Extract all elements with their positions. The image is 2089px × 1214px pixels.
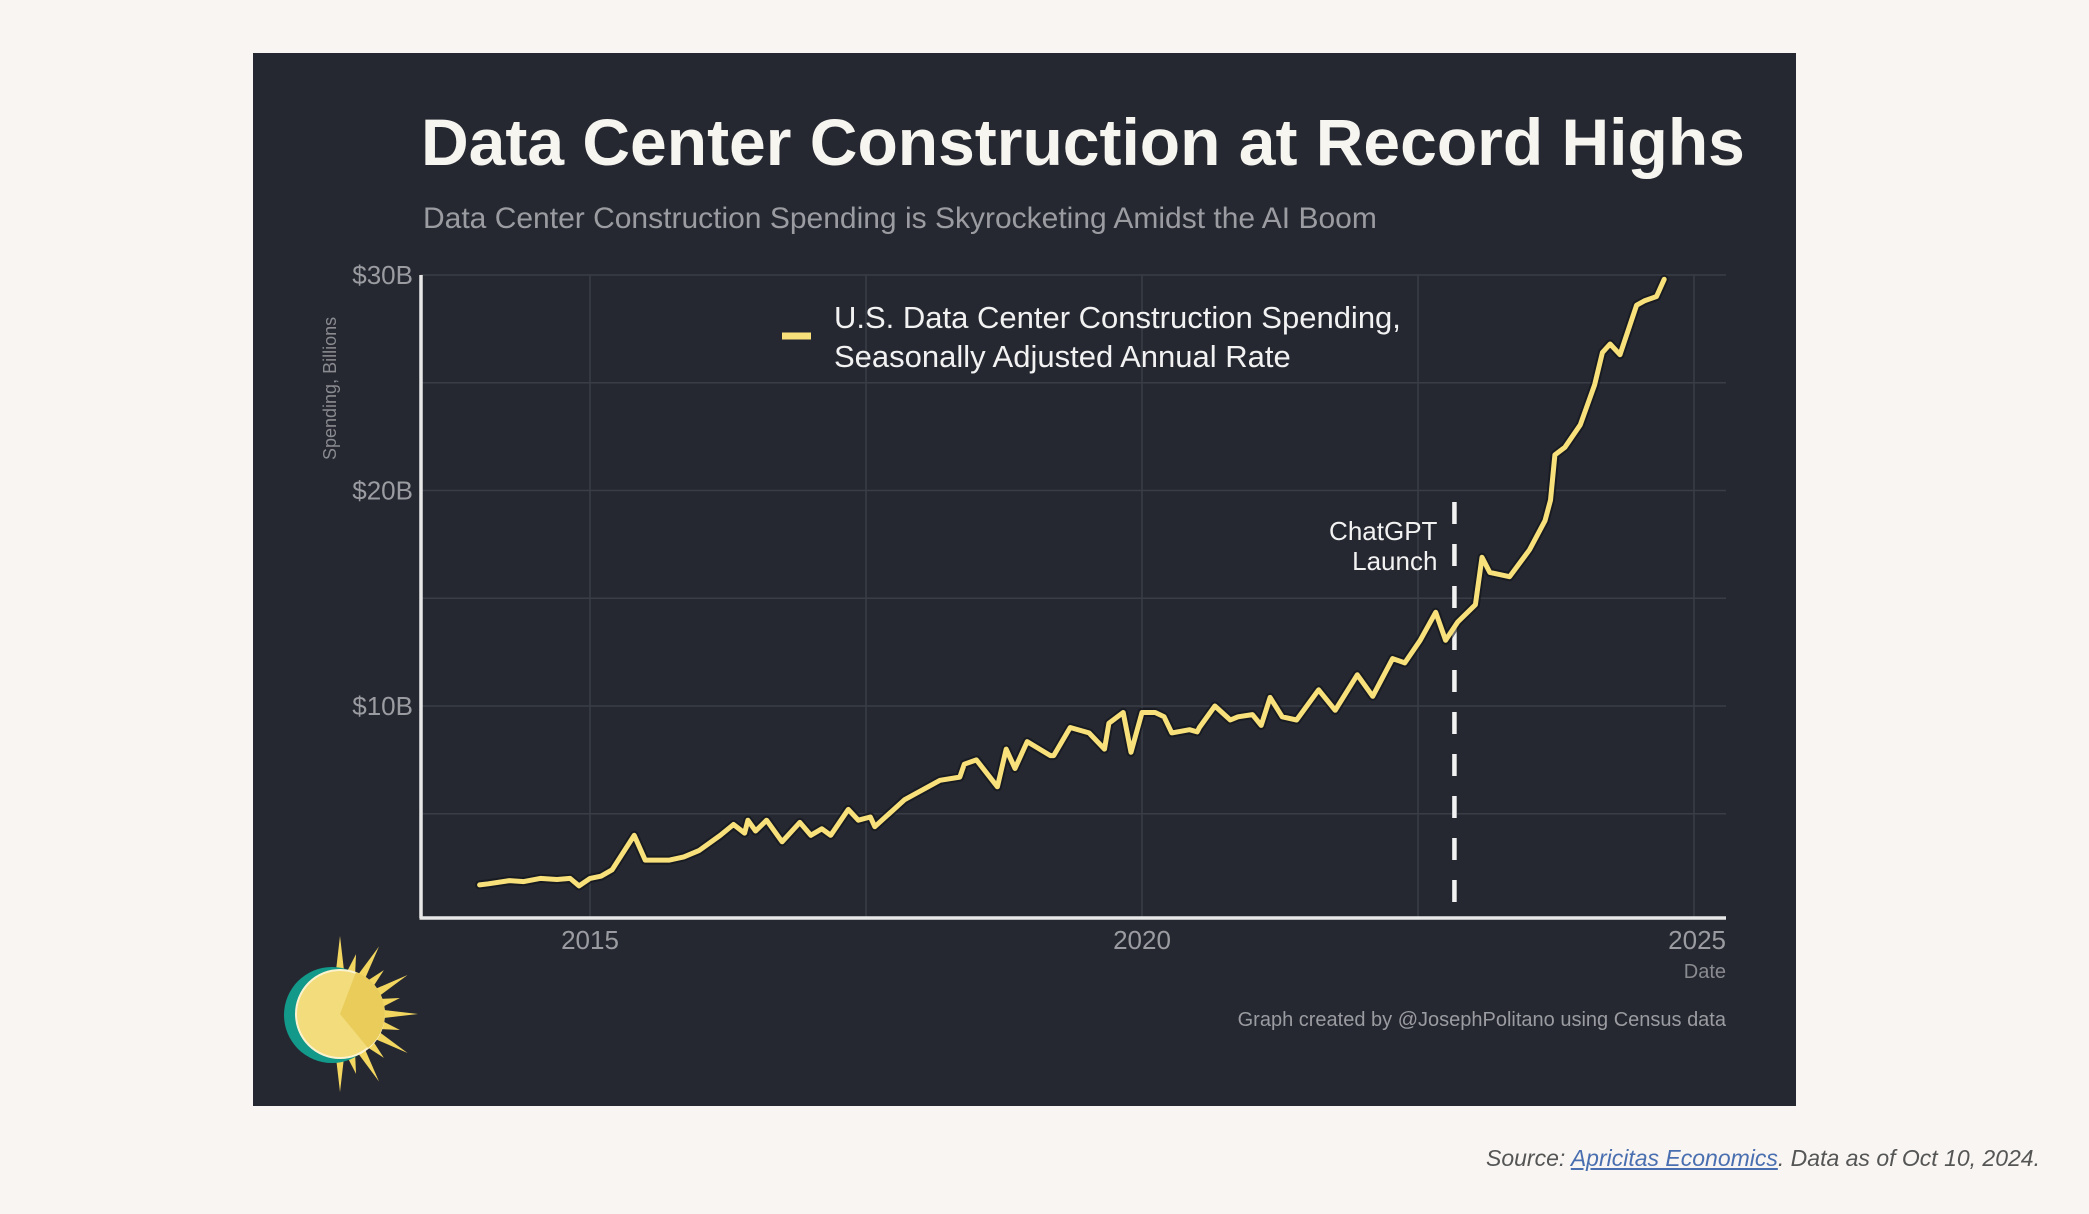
sun-ray xyxy=(347,1055,357,1074)
annotation-label-line-2: Launch xyxy=(1352,546,1437,576)
sun-ray xyxy=(368,970,384,986)
legend: U.S. Data Center Construction Spending, … xyxy=(782,300,1401,374)
y-axis-title: Spending, Billions xyxy=(320,317,340,460)
axes xyxy=(419,275,1726,920)
source-caption: Source: Apricitas Economics. Data as of … xyxy=(1486,1145,2040,1172)
sun-ray xyxy=(336,936,344,971)
chart-subtitle: Data Center Construction Spending is Sky… xyxy=(423,202,1377,235)
sun-ray xyxy=(358,946,379,979)
y-tick-label: $20B xyxy=(352,476,413,506)
sun-ray xyxy=(336,1057,344,1092)
x-tick-label: 2025 xyxy=(1668,925,1726,955)
sun-ray xyxy=(381,997,400,1007)
sun-ray xyxy=(368,1042,384,1058)
legend-label-line-2: Seasonally Adjusted Annual Rate xyxy=(834,339,1291,374)
source-suffix: . Data as of Oct 10, 2024. xyxy=(1777,1145,2040,1171)
annotation-label-line-1: ChatGPT xyxy=(1329,516,1437,546)
sun-ray xyxy=(358,1049,379,1082)
chart-panel xyxy=(253,53,1796,1106)
source-link[interactable]: Apricitas Economics xyxy=(1570,1145,1778,1171)
gridlines xyxy=(421,274,1726,918)
sun-ray xyxy=(375,1032,408,1053)
series-line-data-center-spending xyxy=(477,276,1667,889)
x-tick-labels: 2015 2020 2025 xyxy=(561,925,1726,955)
legend-label-line-1: U.S. Data Center Construction Spending, xyxy=(834,300,1401,335)
x-tick-label: 2015 xyxy=(561,925,619,955)
chart-title: Data Center Construction at Record Highs xyxy=(421,105,1745,179)
y-tick-labels: $10B $20B $30B xyxy=(352,260,413,721)
sun-ray xyxy=(383,1010,418,1018)
annotation-chatgpt: ChatGPT Launch xyxy=(1329,502,1457,918)
x-axis-title: Date xyxy=(1684,961,1726,983)
y-tick-label: $30B xyxy=(352,260,413,290)
sun-logo-icon xyxy=(284,936,418,1092)
sun-ray xyxy=(381,1021,400,1031)
sun-ray xyxy=(347,954,357,973)
y-tick-label: $10B xyxy=(352,691,413,721)
series-layer xyxy=(475,274,1669,891)
source-prefix: Source: xyxy=(1486,1145,1571,1171)
sun-ray xyxy=(375,975,408,996)
chart-credit: Graph created by @JosephPolitano using C… xyxy=(1238,1009,1727,1031)
x-tick-label: 2020 xyxy=(1113,925,1171,955)
